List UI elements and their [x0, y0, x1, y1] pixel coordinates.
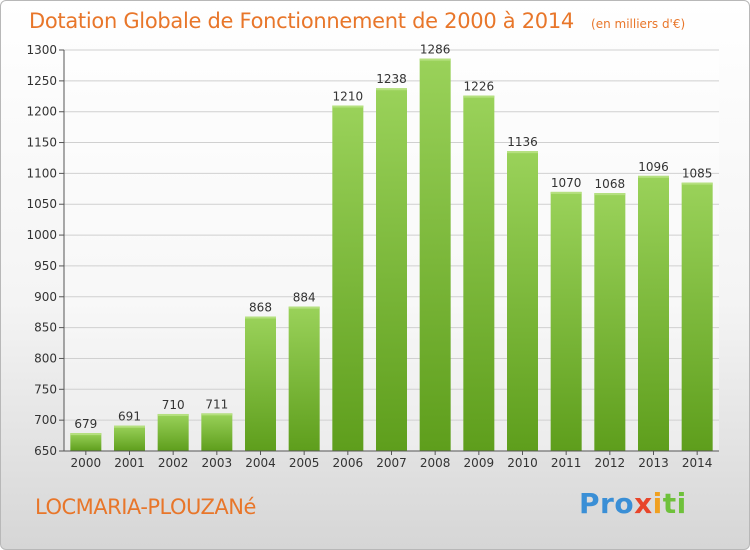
- bar-top-edge: [332, 105, 364, 108]
- data-label-2011: 1070: [551, 176, 582, 190]
- x-tick-label-2002: 2002: [158, 456, 189, 470]
- bar-top-edge: [70, 433, 102, 436]
- bar-2010: [507, 151, 538, 451]
- bar-top-edge: [463, 95, 495, 98]
- bar-top-edge: [376, 88, 407, 91]
- y-tick-label: 1200: [26, 105, 57, 119]
- data-label-2008: 1286: [420, 43, 451, 57]
- x-tick-label-2009: 2009: [464, 456, 495, 470]
- bar-top-edge: [201, 413, 233, 416]
- chart-title: Dotation Globale de Fonctionnement de 20…: [29, 9, 574, 33]
- bar-2002: [157, 413, 189, 451]
- bar-2004: [245, 316, 276, 451]
- bar-top-edge: [288, 306, 320, 309]
- data-label-2012: 1068: [595, 177, 626, 191]
- x-tick-label-2006: 2006: [333, 456, 364, 470]
- data-label-2001: 691: [118, 410, 141, 424]
- bar-2008: [419, 58, 451, 451]
- y-tick-label: 1050: [26, 197, 57, 211]
- y-tick-label: 950: [34, 259, 57, 273]
- bar-2014: [681, 182, 713, 451]
- x-tick-label-2014: 2014: [682, 456, 713, 470]
- x-tick-label-2005: 2005: [289, 456, 320, 470]
- data-label-2002: 710: [162, 398, 185, 412]
- bar-2009: [463, 95, 495, 451]
- logo-part: ti: [662, 487, 687, 520]
- y-tick-label: 850: [34, 321, 57, 335]
- bar-2012: [594, 193, 626, 451]
- bar-top-edge: [157, 413, 189, 416]
- bar-2005: [288, 306, 320, 451]
- bar-top-edge: [419, 58, 451, 61]
- chart-title-block: Dotation Globale de Fonctionnement de 20…: [29, 9, 685, 33]
- bar-top-edge: [114, 425, 145, 428]
- x-tick-label-2003: 2003: [202, 456, 233, 470]
- logo-part: Pro: [579, 487, 635, 520]
- x-tick-label-2010: 2010: [507, 456, 538, 470]
- data-label-2006: 1210: [333, 90, 364, 104]
- y-tick-label: 1000: [26, 228, 57, 242]
- unit-note: (en milliers d'€): [591, 17, 686, 31]
- data-label-2005: 884: [293, 291, 316, 305]
- y-tick-label: 650: [34, 444, 57, 458]
- data-label-2007: 1238: [376, 72, 407, 86]
- data-label-2010: 1136: [507, 135, 538, 149]
- data-label-2004: 868: [249, 301, 272, 315]
- data-label-2013: 1096: [638, 160, 669, 174]
- bar-2003: [201, 413, 233, 451]
- bar-2013: [638, 175, 669, 452]
- bar-top-edge: [507, 151, 538, 154]
- y-tick-label: 1250: [26, 74, 57, 88]
- data-label-2009: 1226: [464, 80, 495, 94]
- bar-top-edge: [681, 182, 713, 185]
- logo-part: x: [634, 487, 653, 520]
- x-tick-label-2000: 2000: [71, 456, 102, 470]
- y-tick-label: 700: [34, 413, 57, 427]
- x-tick-label-2012: 2012: [595, 456, 626, 470]
- x-tick-label-2011: 2011: [551, 456, 582, 470]
- bar-2007: [376, 88, 407, 451]
- bar-2001: [114, 425, 145, 451]
- bar-2000: [70, 433, 102, 451]
- y-tick-label: 750: [34, 382, 57, 396]
- y-tick-label: 800: [34, 351, 57, 365]
- x-tick-label-2013: 2013: [638, 456, 669, 470]
- y-tick-label: 1150: [26, 136, 57, 150]
- commune-name: LOCMARIA-PLOUZANé: [35, 495, 256, 519]
- x-tick-label-2001: 2001: [114, 456, 145, 470]
- bar-2011: [550, 191, 582, 451]
- data-label-2000: 679: [74, 417, 97, 431]
- logo-part: i: [652, 487, 663, 520]
- bar-top-edge: [594, 193, 626, 196]
- y-tick-label: 1300: [26, 43, 57, 57]
- x-tick-label-2008: 2008: [420, 456, 451, 470]
- y-tick-label: 900: [34, 290, 57, 304]
- y-tick-label: 1100: [26, 166, 57, 180]
- bar-top-edge: [550, 191, 582, 194]
- bar-2006: [332, 105, 364, 452]
- proxiti-logo: Proxiti: [579, 487, 687, 520]
- data-label-2014: 1085: [682, 167, 713, 181]
- data-label-2003: 711: [205, 397, 228, 411]
- bar-top-edge: [245, 316, 276, 319]
- bar-top-edge: [638, 175, 669, 178]
- x-tick-label-2007: 2007: [376, 456, 407, 470]
- x-tick-label-2004: 2004: [245, 456, 276, 470]
